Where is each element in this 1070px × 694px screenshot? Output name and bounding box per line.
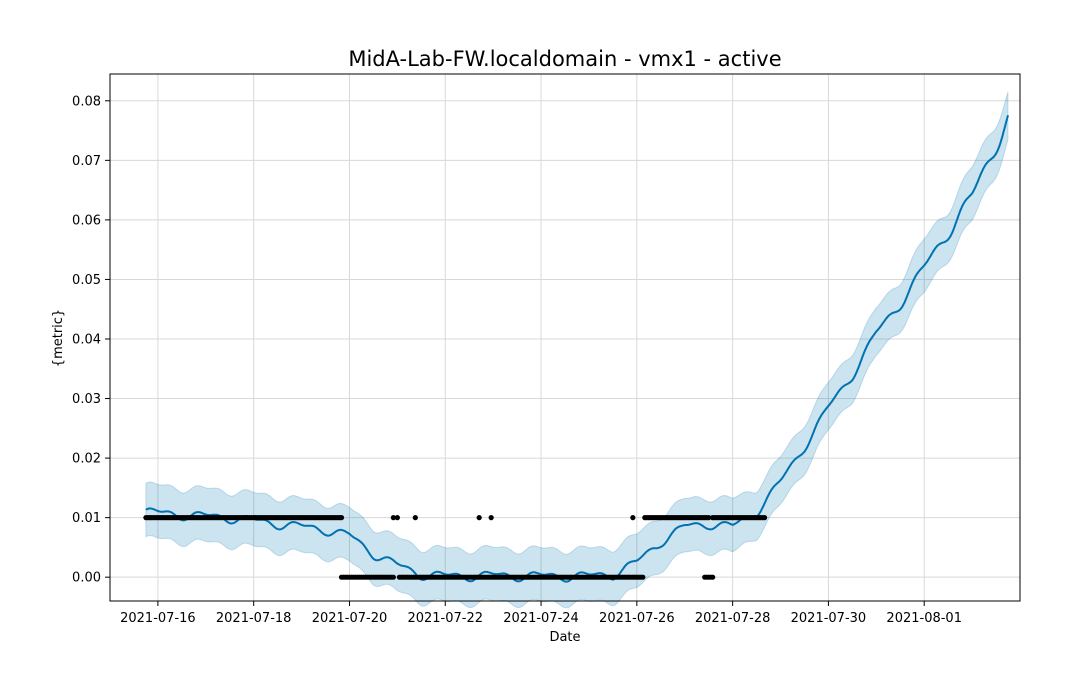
observed-point	[412, 515, 418, 521]
x-tick-label: 2021-07-18	[216, 611, 292, 626]
y-tick-label: 0.06	[72, 213, 101, 228]
observed-point	[640, 574, 646, 580]
y-tick-label: 0.03	[72, 392, 101, 407]
y-tick-label: 0.01	[72, 511, 101, 526]
x-axis-label: Date	[549, 630, 580, 645]
forecast-line	[145, 115, 1009, 583]
observed-point	[476, 515, 482, 521]
x-tick-label: 2021-07-26	[599, 611, 675, 626]
chart-title: MidA-Lab-FW.localdomain - vmx1 - active	[348, 47, 781, 71]
y-tick-label: 0.04	[72, 332, 101, 347]
x-tick-label: 2021-07-30	[791, 611, 867, 626]
x-tick-label: 2021-08-01	[886, 611, 962, 626]
uncertainty-interval-band	[145, 91, 1009, 609]
y-tick-label: 0.00	[72, 571, 101, 586]
x-tick-label: 2021-07-24	[503, 611, 579, 626]
observed-point	[630, 515, 636, 521]
y-tick-label: 0.08	[72, 94, 101, 109]
y-tick-label: 0.02	[72, 452, 101, 467]
observed-points-layer	[143, 515, 768, 580]
observed-point	[706, 515, 712, 521]
x-tick-label: 2021-07-16	[120, 611, 196, 626]
x-tick-label: 2021-07-28	[695, 611, 771, 626]
x-tick-label: 2021-07-20	[312, 611, 388, 626]
observed-point	[394, 515, 400, 521]
y-tick-label: 0.07	[72, 154, 101, 169]
axis-ticks: 2021-07-16 2021-07-18 2021-07-20 2021-07-22…	[72, 94, 962, 626]
observed-point	[390, 515, 396, 521]
uncertainty-band-layer	[145, 91, 1009, 609]
observed-point	[488, 515, 494, 521]
plot-frame	[109, 73, 1021, 602]
forecast-line-layer	[145, 115, 1009, 583]
observed-point	[390, 574, 396, 580]
observed-point	[338, 515, 345, 521]
observed-point	[710, 574, 716, 580]
x-tick-label: 2021-07-22	[407, 611, 483, 626]
y-axis-label: {metric}	[51, 309, 66, 367]
observed-point	[761, 515, 768, 521]
y-tick-label: 0.05	[72, 273, 101, 288]
